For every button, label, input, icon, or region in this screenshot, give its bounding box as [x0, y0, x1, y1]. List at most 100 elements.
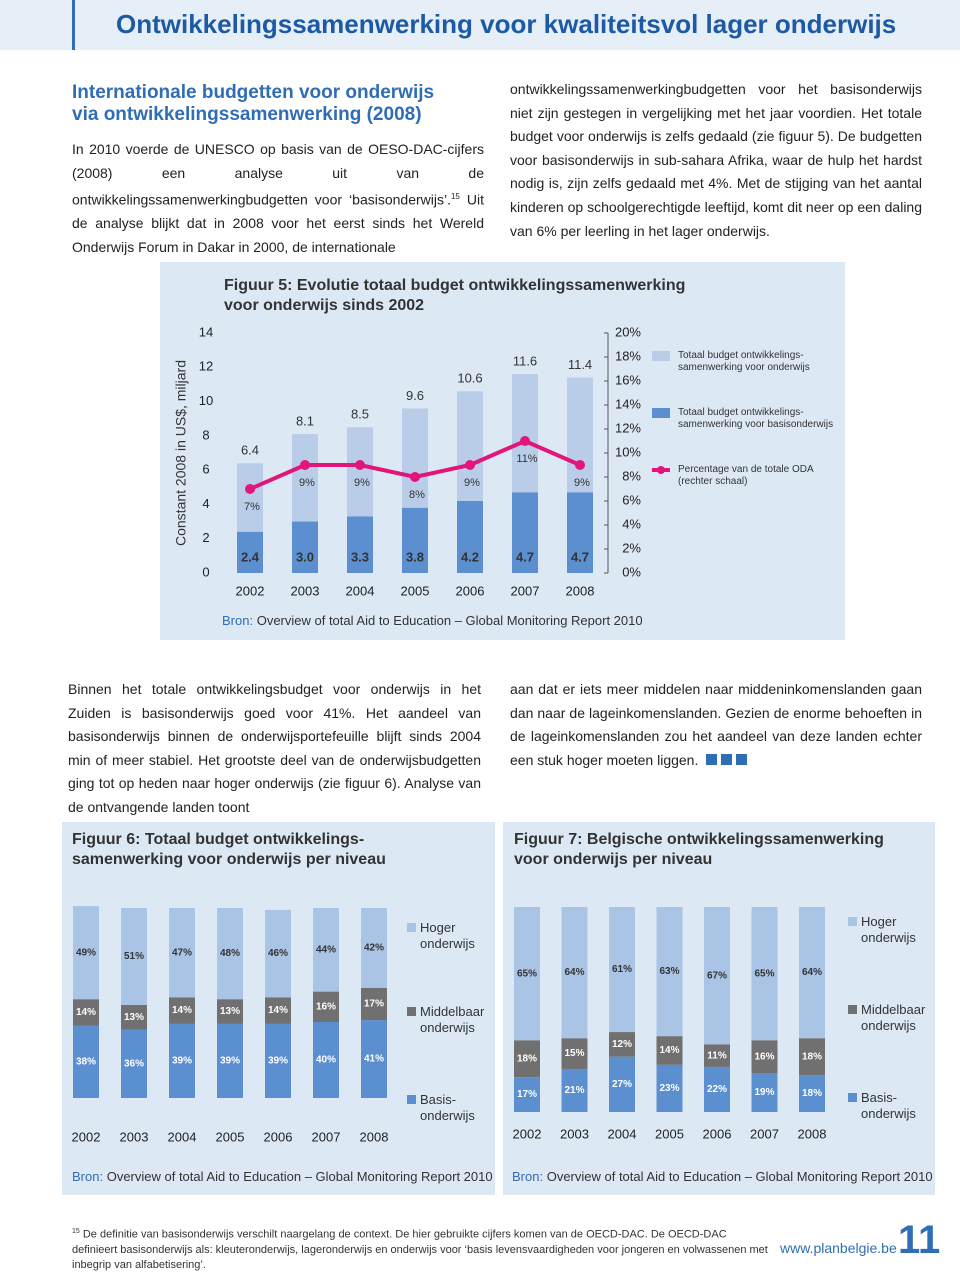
bar-segment [609, 1032, 635, 1057]
x-tick-label: 2007 [750, 1126, 779, 1141]
x-tick-label: 2005 [216, 1129, 245, 1144]
data-label: 9% [354, 477, 370, 489]
legend-swatch [848, 1093, 857, 1102]
y2-tick-label: 2% [622, 540, 641, 555]
data-label: 23% [659, 1083, 679, 1094]
legend-label: Basis-onderwijs [420, 1092, 475, 1123]
x-tick-label: 2006 [703, 1126, 732, 1141]
bar-segment [313, 991, 339, 1022]
bar-segment [561, 907, 588, 1039]
data-label: 16% [316, 1001, 336, 1012]
data-label: 47% [172, 947, 192, 958]
footnote-ref: 15 [450, 192, 460, 202]
page-title: Ontwikkelingssamenwerking voor kwaliteit… [116, 9, 896, 39]
text: Uit de analyse blijkt dat in 2008 voor h… [72, 191, 485, 256]
data-label: 15% [564, 1048, 584, 1059]
header-band [0, 0, 960, 50]
bar-segment [73, 906, 99, 1000]
data-label: 11.6 [513, 354, 537, 369]
bar-segment [656, 1064, 683, 1112]
x-tick-label: 2008 [360, 1129, 389, 1144]
bar-segment [265, 909, 291, 998]
legend-label: Middelbaar onderwijs [420, 1004, 485, 1035]
figure-title: Figuur 5: Evolutie totaal budget ontwikk… [224, 277, 685, 294]
ornament [736, 753, 748, 765]
data-label: 3.3 [351, 549, 369, 564]
x-tick-label: 2005 [655, 1126, 684, 1141]
x-tick-label: 2005 [401, 583, 430, 598]
legend-marker [657, 466, 665, 474]
bar [457, 501, 483, 573]
y2-tick-label: 0% [622, 564, 641, 579]
bar [402, 507, 428, 573]
data-label: 11.4 [568, 357, 592, 372]
y2-tick-label: 6% [622, 492, 641, 507]
y-tick-label: 6 [202, 462, 209, 477]
source-prefix: Bron: [512, 1169, 544, 1184]
y2-tick-label: 10% [615, 444, 641, 459]
data-label: 46% [268, 948, 288, 959]
text: aan dat er iets meer middelen naar midde… [510, 681, 922, 768]
line-point [245, 484, 255, 494]
bar-segment [704, 907, 730, 1045]
data-label: 14% [268, 1005, 288, 1016]
data-label: 3.0 [296, 549, 314, 564]
bar-segment [656, 1036, 683, 1065]
data-label: 65% [517, 968, 537, 979]
data-label: 42% [364, 943, 384, 954]
ornament [706, 753, 718, 765]
legend-label: Percentage van de totale ODA (rechter sc… [678, 464, 814, 487]
source-text: Overview of total Aid to Education – Glo… [546, 1169, 933, 1184]
data-label: 14% [659, 1045, 679, 1056]
bar-segment [751, 1040, 778, 1074]
bar-segment [121, 1004, 147, 1030]
bar-segment [609, 907, 635, 1033]
data-label: 65% [754, 968, 774, 979]
text: In 2010 voerde de UNESCO op basis van de… [72, 141, 484, 208]
source-text: Overview of total Aid to Education – Glo… [256, 613, 643, 628]
data-label: 7% [244, 501, 260, 513]
x-tick-label: 2003 [291, 583, 320, 598]
data-label: 9.6 [406, 388, 424, 403]
figure-title: voor onderwijs sinds 2002 [224, 297, 424, 314]
bar-segment [313, 908, 339, 992]
data-label: 64% [564, 967, 584, 978]
legend-label: Totaal budget ontwikkelings-samenwerking… [678, 407, 834, 430]
legend-swatch [848, 1005, 857, 1014]
data-label: 9% [299, 477, 315, 489]
bar-segment [121, 1029, 147, 1098]
y-tick-label: 14 [199, 324, 213, 339]
y-axis-label: Constant 2008 in US$, miljard [173, 360, 189, 546]
line-point [520, 436, 530, 446]
heading-line: Internationale budgetten voor onderwijs [72, 82, 435, 103]
figure-source: Bron: Overview of total Aid to Education… [72, 1169, 493, 1184]
y-tick-label: 0 [202, 564, 209, 579]
data-label: 11% [516, 453, 537, 465]
bar-segment [704, 1066, 730, 1112]
x-tick-label: 2002 [72, 1129, 101, 1144]
y-tick-label: 8 [202, 427, 209, 442]
bar [292, 521, 318, 573]
bar-segment [514, 1077, 540, 1112]
data-label: 39% [268, 1056, 288, 1067]
data-label: 4.7 [516, 549, 534, 564]
bar-segment [217, 908, 243, 1000]
legend-label: Hoger onderwijs [420, 920, 475, 951]
data-label: 38% [76, 1057, 96, 1068]
data-label: 10.6 [457, 371, 482, 386]
legend-swatch [848, 917, 857, 926]
intro-left: In 2010 voerde de UNESCO op basis van de… [72, 138, 484, 260]
data-label: 4.2 [461, 549, 479, 564]
bar [347, 516, 373, 573]
data-label: 9% [574, 477, 590, 489]
bar-segment [169, 1023, 195, 1098]
bar-segment [751, 1073, 778, 1112]
data-label: 14% [172, 1005, 192, 1016]
data-label: 18% [517, 1053, 537, 1064]
legend-label: Totaal budget ontwikkelings-samenwerking… [678, 350, 810, 373]
bar-segment [217, 999, 243, 1024]
y-tick-label: 10 [199, 393, 213, 408]
y2-tick-label: 8% [622, 468, 641, 483]
data-label: 13% [220, 1006, 240, 1017]
